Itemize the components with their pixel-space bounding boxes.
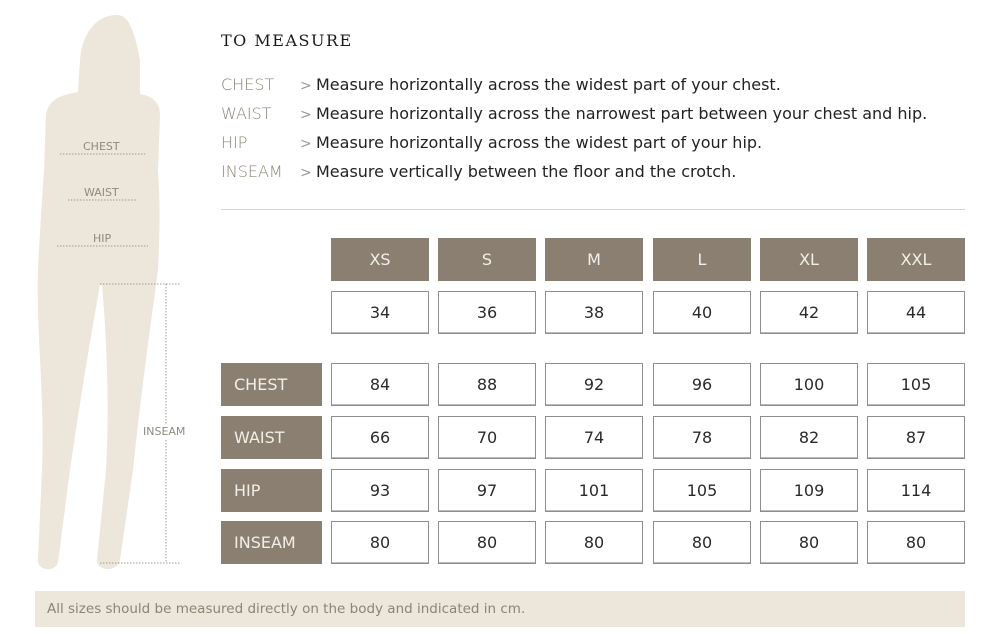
table-cell: 109 xyxy=(760,469,858,512)
size-header-l: L xyxy=(653,238,751,281)
table-cell: 97 xyxy=(438,469,536,512)
table-cell: 78 xyxy=(653,416,751,459)
row-label-hip: HIP xyxy=(221,469,322,512)
table-cell: 100 xyxy=(760,363,858,406)
size-number-cell: 40 xyxy=(653,291,751,334)
figure-label-inseam: INSEAM xyxy=(143,425,186,438)
chevron-right-icon: > xyxy=(300,78,312,94)
measure-description: Measure vertically between the floor and… xyxy=(316,162,737,181)
table-cell: 80 xyxy=(331,521,429,564)
measure-row-hip: HIP > Measure horizontally across the wide… xyxy=(221,131,762,155)
size-number-cell: 38 xyxy=(545,291,643,334)
size-header-xs: XS xyxy=(331,238,429,281)
chevron-right-icon: > xyxy=(300,136,312,152)
size-header-m: M xyxy=(545,238,643,281)
measure-row-inseam: INSEAM > Measure vertically between the fl… xyxy=(221,160,736,184)
measure-term: WAIST xyxy=(221,104,272,123)
divider xyxy=(221,209,965,210)
size-number-cell: 36 xyxy=(438,291,536,334)
size-number-cell: 34 xyxy=(331,291,429,334)
chevron-right-icon: > xyxy=(300,107,312,123)
table-cell: 70 xyxy=(438,416,536,459)
measure-description: Measure horizontally across the widest p… xyxy=(316,133,763,152)
measure-term: CHEST xyxy=(221,75,275,94)
row-label-inseam: INSEAM xyxy=(221,521,322,564)
table-cell: 105 xyxy=(653,469,751,512)
table-cell: 87 xyxy=(867,416,965,459)
table-cell: 92 xyxy=(545,363,643,406)
figure-label-chest: CHEST xyxy=(83,140,120,153)
table-cell: 80 xyxy=(545,521,643,564)
table-cell: 80 xyxy=(438,521,536,564)
body-silhouette xyxy=(37,15,180,570)
figure-label-hip: HIP xyxy=(93,232,112,245)
row-label-waist: WAIST xyxy=(221,416,322,459)
measure-row-chest: CHEST > Measure horizontally across the wi… xyxy=(221,73,781,97)
measure-term: HIP xyxy=(221,133,248,152)
table-cell: 82 xyxy=(760,416,858,459)
measure-description: Measure horizontally across the narrowes… xyxy=(316,104,928,123)
table-cell: 80 xyxy=(653,521,751,564)
size-number-cell: 44 xyxy=(867,291,965,334)
table-cell: 74 xyxy=(545,416,643,459)
measure-row-waist: WAIST > Measure horizontally across the na… xyxy=(221,102,927,126)
size-header-xxl: XXL xyxy=(867,238,965,281)
table-cell: 80 xyxy=(867,521,965,564)
size-header-xl: XL xyxy=(760,238,858,281)
page-title: TO MEASURE xyxy=(221,31,353,50)
figure-label-waist: WAIST xyxy=(84,186,119,199)
size-header-s: S xyxy=(438,238,536,281)
measure-description: Measure horizontally across the widest p… xyxy=(316,75,781,94)
measure-term: INSEAM xyxy=(221,162,283,181)
size-number-cell: 42 xyxy=(760,291,858,334)
row-label-chest: CHEST xyxy=(221,363,322,406)
table-cell: 66 xyxy=(331,416,429,459)
table-cell: 93 xyxy=(331,469,429,512)
table-cell: 80 xyxy=(760,521,858,564)
table-cell: 88 xyxy=(438,363,536,406)
table-cell: 105 xyxy=(867,363,965,406)
footer-note: All sizes should be measured directly on… xyxy=(35,591,965,627)
chevron-right-icon: > xyxy=(300,165,312,181)
table-cell: 96 xyxy=(653,363,751,406)
table-cell: 101 xyxy=(545,469,643,512)
table-cell: 114 xyxy=(867,469,965,512)
table-cell: 84 xyxy=(331,363,429,406)
